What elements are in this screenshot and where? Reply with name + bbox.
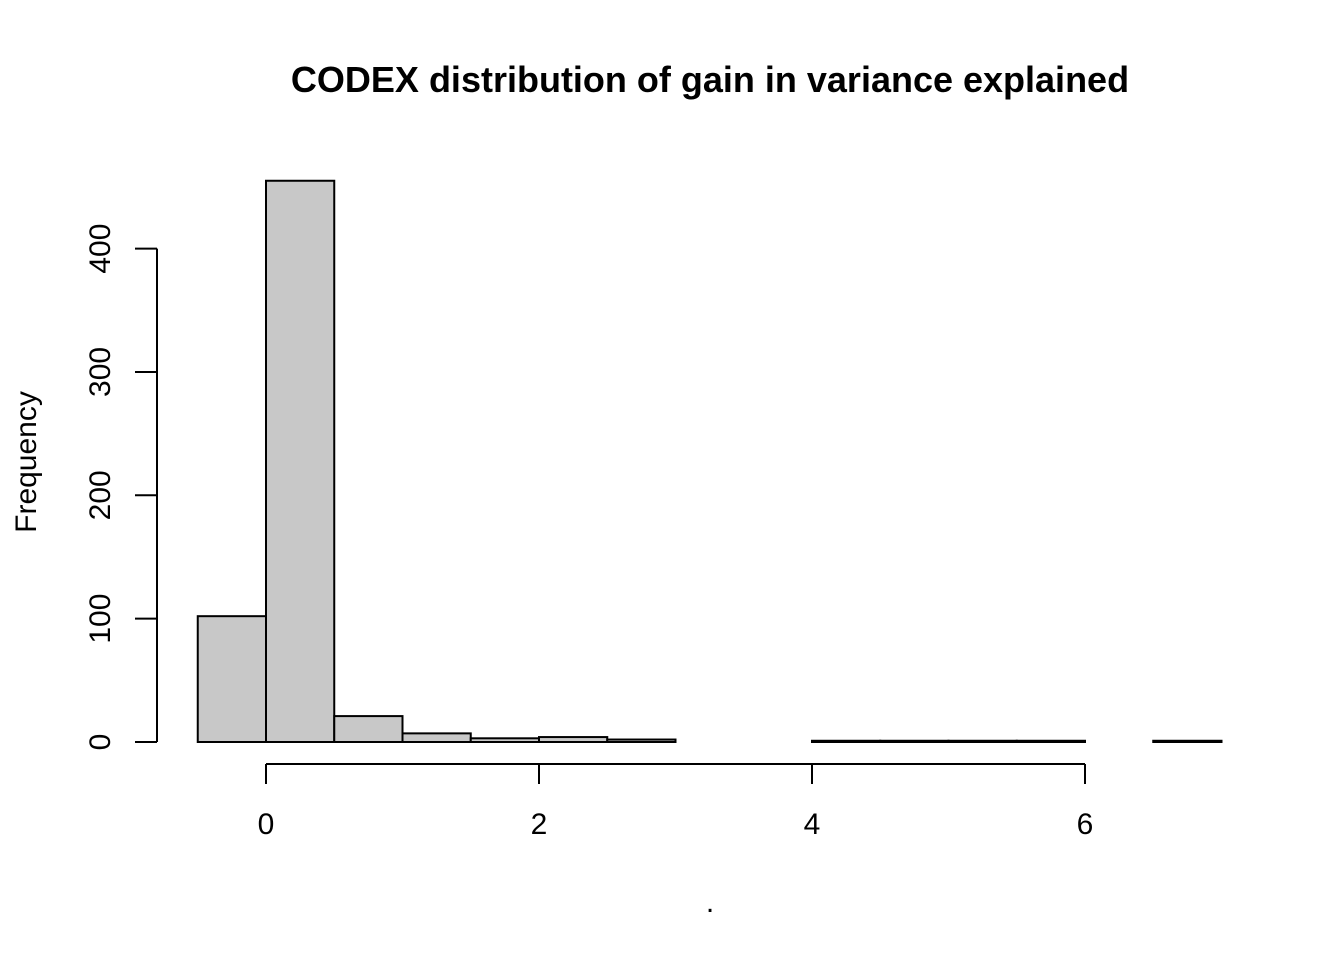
histogram-bar [811,739,882,743]
histogram-bar [333,715,404,743]
x-tick-label: 2 [531,808,548,841]
y-axis-label: Frequency [10,391,43,533]
histogram-bar [469,737,540,743]
histogram-bar [1015,739,1086,743]
y-tick-label: 200 [84,470,117,520]
y-tick-label: 0 [84,734,117,751]
x-axis: 0 2 4 6 [258,763,1094,841]
histogram-bar [879,739,950,743]
histogram-bar [947,739,1018,743]
y-tick-label: 400 [84,224,117,274]
y-tick-label: 300 [84,347,117,397]
histogram-bar [1152,739,1223,743]
x-axis-label: . [706,886,714,919]
bars-group [196,179,1223,744]
histogram-bar [606,738,677,744]
y-tick-label: 100 [84,594,117,644]
chart-title: CODEX distribution of gain in variance e… [291,59,1129,100]
x-tick-label: 0 [258,808,275,841]
histogram-bar [538,736,609,743]
x-tick-label: 4 [804,808,821,841]
histogram-bar [196,615,267,743]
histogram-bar [265,179,336,743]
x-tick-label: 6 [1077,808,1094,841]
y-axis: 0 100 200 300 400 [84,224,158,751]
histogram-bar [401,732,472,743]
